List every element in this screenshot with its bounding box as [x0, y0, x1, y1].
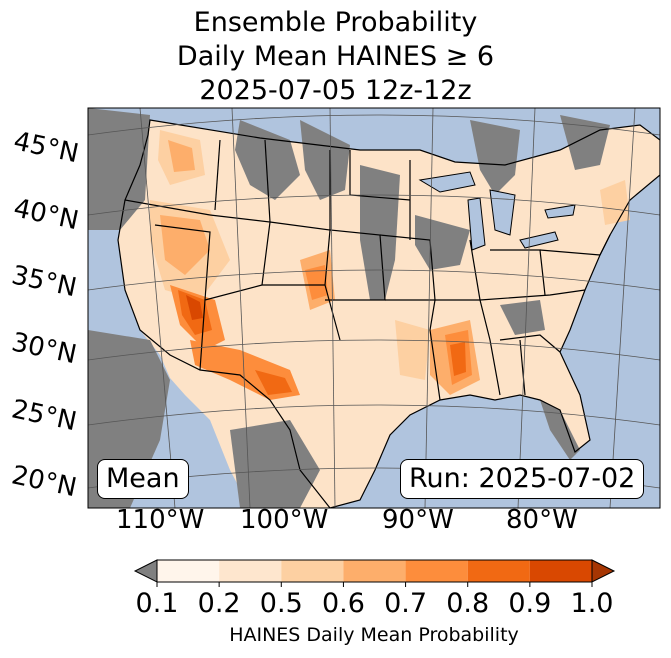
lon-label-90w: 90°W [382, 505, 454, 535]
colorbar-under-arrow [133, 559, 158, 583]
lon-label-100w: 100°W [240, 505, 329, 535]
colorbar-tick-label: 0.9 [508, 588, 552, 619]
colorbar-tick-label: 0.7 [384, 588, 428, 619]
run-date-box: Run: 2025-07-02 [400, 459, 645, 499]
lon-label-110w: 110°W [116, 505, 205, 535]
colorbar-segment [219, 560, 282, 582]
colorbar-segment [343, 560, 406, 582]
title-line-2: Daily Mean HAINES ≥ 6 [176, 41, 495, 72]
colorbar-segment [157, 560, 220, 582]
colorbar-frame [156, 559, 593, 583]
colorbar [133, 559, 616, 587]
colorbar-tick-label: 0.5 [259, 588, 303, 619]
graticule [88, 108, 660, 508]
colorbar-segment [281, 560, 344, 582]
title-line-1: Ensemble Probability [193, 7, 478, 38]
lon-label-80w: 80°W [506, 505, 578, 535]
probability-shading [150, 130, 630, 400]
title-line-3: 2025-07-05 12z-12z [199, 75, 472, 106]
colorbar-label: HAINES Daily Mean Probability [229, 624, 519, 646]
state-borders [117, 119, 660, 508]
colorbar-over-arrow [591, 559, 616, 583]
colorbar-segment [467, 560, 530, 582]
colorbar-segment [405, 560, 468, 582]
colorbar-tick-label: 0.8 [446, 588, 490, 619]
us-land [118, 120, 660, 508]
colorbar-segment [529, 560, 592, 582]
colorbar-tick-label: 0.2 [197, 588, 241, 619]
colorbar-tick-label: 0.6 [321, 588, 365, 619]
mean-label-box: Mean [97, 459, 189, 499]
colorbar-tick-label: 1.0 [570, 588, 614, 619]
colorbar-tick-label: 0.1 [135, 588, 179, 619]
